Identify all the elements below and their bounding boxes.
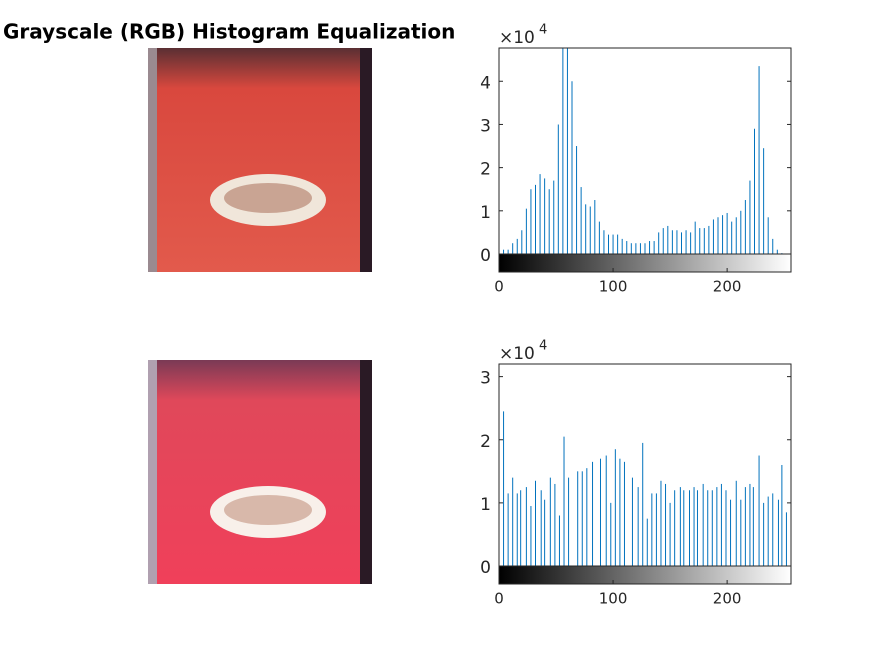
colorbar [498, 253, 792, 273]
x-tick-label: 0 [494, 590, 504, 608]
x-tick-label: 200 [713, 278, 742, 296]
y-tick-label: 3 [480, 369, 491, 389]
x-tick-label: 100 [599, 590, 628, 608]
figure-title: Grayscale (RGB) Histogram Equalization [3, 20, 455, 44]
y-tick-label: 2 [480, 432, 491, 452]
y-tick-label: 0 [480, 558, 491, 578]
x-tick-label: 100 [599, 278, 628, 296]
y-tick-label: 0 [480, 246, 491, 266]
x-tick-label: 0 [494, 278, 504, 296]
y-tick-label: 2 [480, 160, 491, 180]
y-tick-label: 1 [480, 203, 491, 223]
y-tick-label: 3 [480, 116, 491, 136]
y-multiplier: ×10 [499, 344, 535, 364]
histogram [503, 411, 791, 566]
y-multiplier-power: 4 [539, 23, 547, 38]
equalized-image [148, 360, 372, 584]
y-tick-label: 4 [480, 73, 491, 93]
original-image [148, 48, 372, 272]
y-multiplier: ×10 [499, 28, 535, 48]
histogram [499, 48, 783, 254]
y-tick-label: 1 [480, 495, 491, 515]
x-tick-label: 200 [713, 590, 742, 608]
colorbar [498, 565, 792, 585]
y-multiplier-power: 4 [539, 339, 547, 354]
